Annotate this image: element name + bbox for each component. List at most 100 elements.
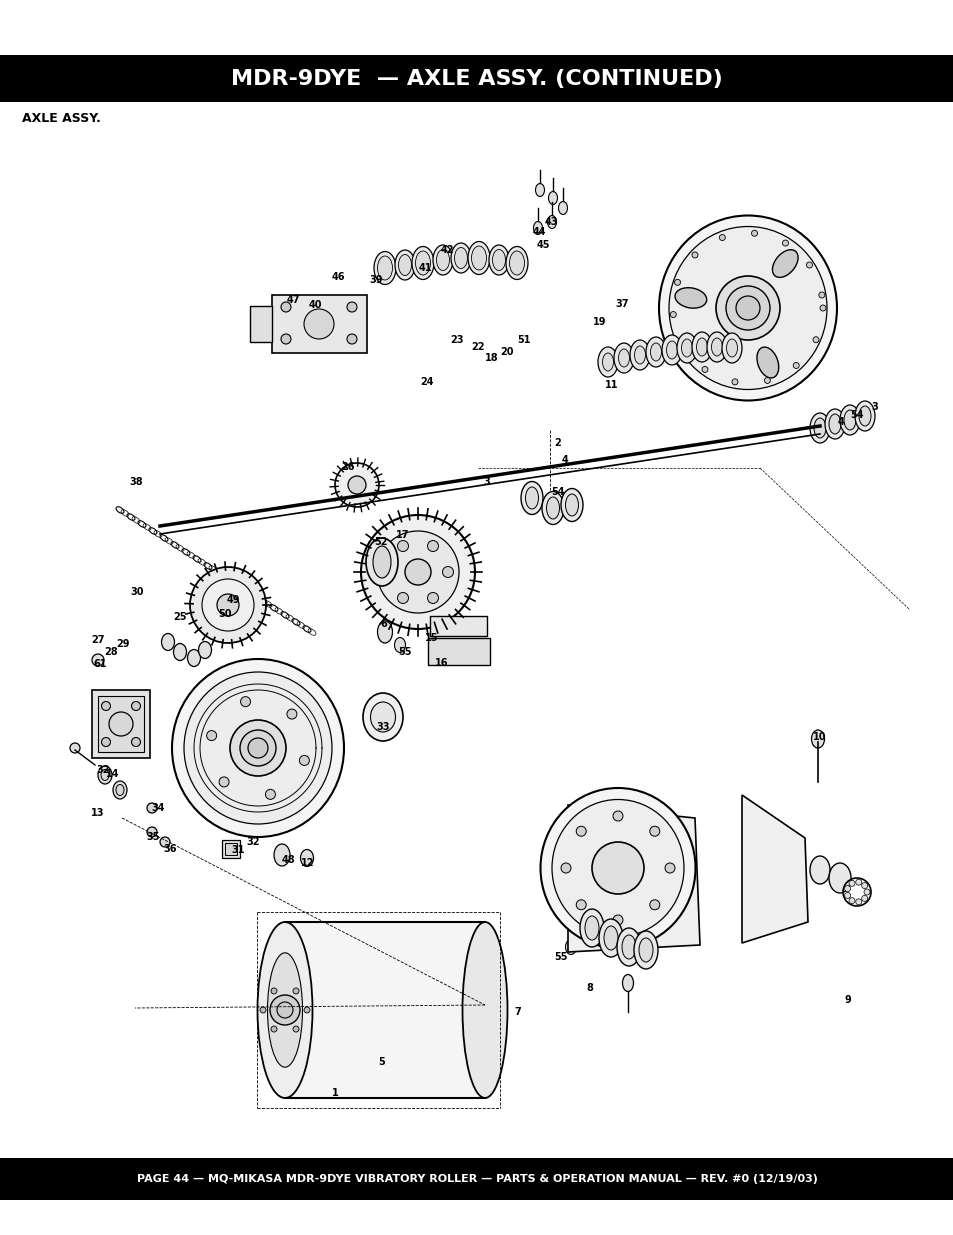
Ellipse shape bbox=[471, 246, 486, 270]
Circle shape bbox=[240, 730, 275, 766]
Ellipse shape bbox=[661, 335, 681, 366]
Circle shape bbox=[719, 235, 724, 241]
Ellipse shape bbox=[565, 940, 576, 955]
Polygon shape bbox=[741, 795, 807, 944]
Text: 16: 16 bbox=[435, 658, 448, 668]
Ellipse shape bbox=[412, 247, 434, 279]
Ellipse shape bbox=[645, 337, 665, 367]
Ellipse shape bbox=[584, 916, 598, 940]
Text: 54: 54 bbox=[551, 487, 564, 496]
Ellipse shape bbox=[433, 245, 453, 275]
Text: 26: 26 bbox=[341, 462, 355, 472]
Circle shape bbox=[101, 701, 111, 710]
Circle shape bbox=[792, 362, 799, 368]
Circle shape bbox=[674, 279, 679, 285]
Ellipse shape bbox=[666, 341, 677, 359]
Circle shape bbox=[763, 378, 770, 383]
Ellipse shape bbox=[468, 242, 490, 274]
Text: 17: 17 bbox=[395, 530, 410, 540]
Circle shape bbox=[304, 309, 334, 338]
Ellipse shape bbox=[579, 909, 603, 947]
Text: 35: 35 bbox=[146, 832, 159, 842]
Ellipse shape bbox=[172, 659, 344, 837]
Text: 10: 10 bbox=[812, 732, 826, 742]
Circle shape bbox=[405, 559, 431, 585]
Circle shape bbox=[576, 900, 585, 910]
Ellipse shape bbox=[540, 788, 695, 948]
Circle shape bbox=[861, 895, 866, 902]
Circle shape bbox=[679, 342, 685, 348]
Circle shape bbox=[101, 737, 111, 746]
Ellipse shape bbox=[436, 249, 449, 270]
Circle shape bbox=[248, 739, 268, 758]
Circle shape bbox=[271, 988, 276, 994]
Ellipse shape bbox=[184, 672, 332, 824]
Circle shape bbox=[670, 311, 676, 317]
Ellipse shape bbox=[809, 412, 829, 443]
Ellipse shape bbox=[828, 863, 850, 893]
Circle shape bbox=[725, 287, 769, 330]
Ellipse shape bbox=[366, 538, 397, 585]
Bar bbox=[98, 697, 144, 752]
Text: 39: 39 bbox=[369, 275, 382, 285]
Text: 54: 54 bbox=[849, 410, 862, 420]
Text: 23: 23 bbox=[450, 335, 463, 345]
Ellipse shape bbox=[525, 487, 537, 509]
Ellipse shape bbox=[858, 406, 870, 426]
Circle shape bbox=[347, 303, 356, 312]
Text: 49: 49 bbox=[226, 595, 239, 605]
Circle shape bbox=[855, 879, 861, 885]
Ellipse shape bbox=[629, 340, 649, 370]
Circle shape bbox=[863, 889, 869, 895]
Polygon shape bbox=[567, 805, 700, 952]
Circle shape bbox=[664, 863, 675, 873]
Text: 20: 20 bbox=[499, 347, 514, 357]
Text: 55: 55 bbox=[554, 952, 567, 962]
Circle shape bbox=[132, 737, 140, 746]
Ellipse shape bbox=[598, 347, 618, 377]
Text: 14: 14 bbox=[106, 769, 120, 779]
Text: 30: 30 bbox=[131, 587, 144, 597]
Ellipse shape bbox=[257, 923, 313, 1098]
Circle shape bbox=[109, 713, 132, 736]
Text: 40: 40 bbox=[308, 300, 321, 310]
Ellipse shape bbox=[509, 251, 524, 275]
Bar bbox=[222, 840, 240, 858]
Ellipse shape bbox=[639, 939, 652, 962]
Circle shape bbox=[147, 827, 157, 837]
Circle shape bbox=[70, 743, 80, 753]
Ellipse shape bbox=[721, 333, 741, 363]
Text: MDR-9DYE  — AXLE ASSY. (CONTINUED): MDR-9DYE — AXLE ASSY. (CONTINUED) bbox=[231, 69, 722, 89]
Text: 2: 2 bbox=[554, 438, 560, 448]
Ellipse shape bbox=[565, 494, 578, 516]
Text: 1: 1 bbox=[332, 1088, 338, 1098]
Circle shape bbox=[731, 379, 738, 385]
Ellipse shape bbox=[454, 247, 467, 268]
Circle shape bbox=[240, 697, 251, 706]
Circle shape bbox=[293, 1026, 298, 1032]
Text: 28: 28 bbox=[104, 647, 117, 657]
Ellipse shape bbox=[533, 221, 542, 235]
Circle shape bbox=[843, 893, 850, 898]
Text: PAGE 44 — MQ-MIKASA MDR-9DYE VIBRATORY ROLLER — PARTS & OPERATION MANUAL — REV. : PAGE 44 — MQ-MIKASA MDR-9DYE VIBRATORY R… bbox=[136, 1174, 817, 1184]
Ellipse shape bbox=[634, 931, 658, 969]
Text: 38: 38 bbox=[129, 477, 143, 487]
Circle shape bbox=[735, 296, 760, 320]
Ellipse shape bbox=[840, 405, 859, 435]
Circle shape bbox=[348, 475, 366, 494]
Circle shape bbox=[281, 333, 291, 345]
Text: AXLE ASSY.: AXLE ASSY. bbox=[22, 111, 101, 125]
Ellipse shape bbox=[772, 249, 798, 278]
Ellipse shape bbox=[659, 215, 836, 400]
Circle shape bbox=[276, 1002, 293, 1018]
Circle shape bbox=[751, 230, 757, 236]
Text: 50: 50 bbox=[218, 609, 232, 619]
Text: 33: 33 bbox=[375, 722, 390, 732]
Circle shape bbox=[360, 515, 475, 629]
Text: 43: 43 bbox=[543, 217, 558, 227]
Circle shape bbox=[216, 594, 239, 616]
Circle shape bbox=[855, 899, 861, 905]
Ellipse shape bbox=[614, 343, 634, 373]
Circle shape bbox=[230, 720, 286, 776]
Ellipse shape bbox=[116, 784, 124, 795]
